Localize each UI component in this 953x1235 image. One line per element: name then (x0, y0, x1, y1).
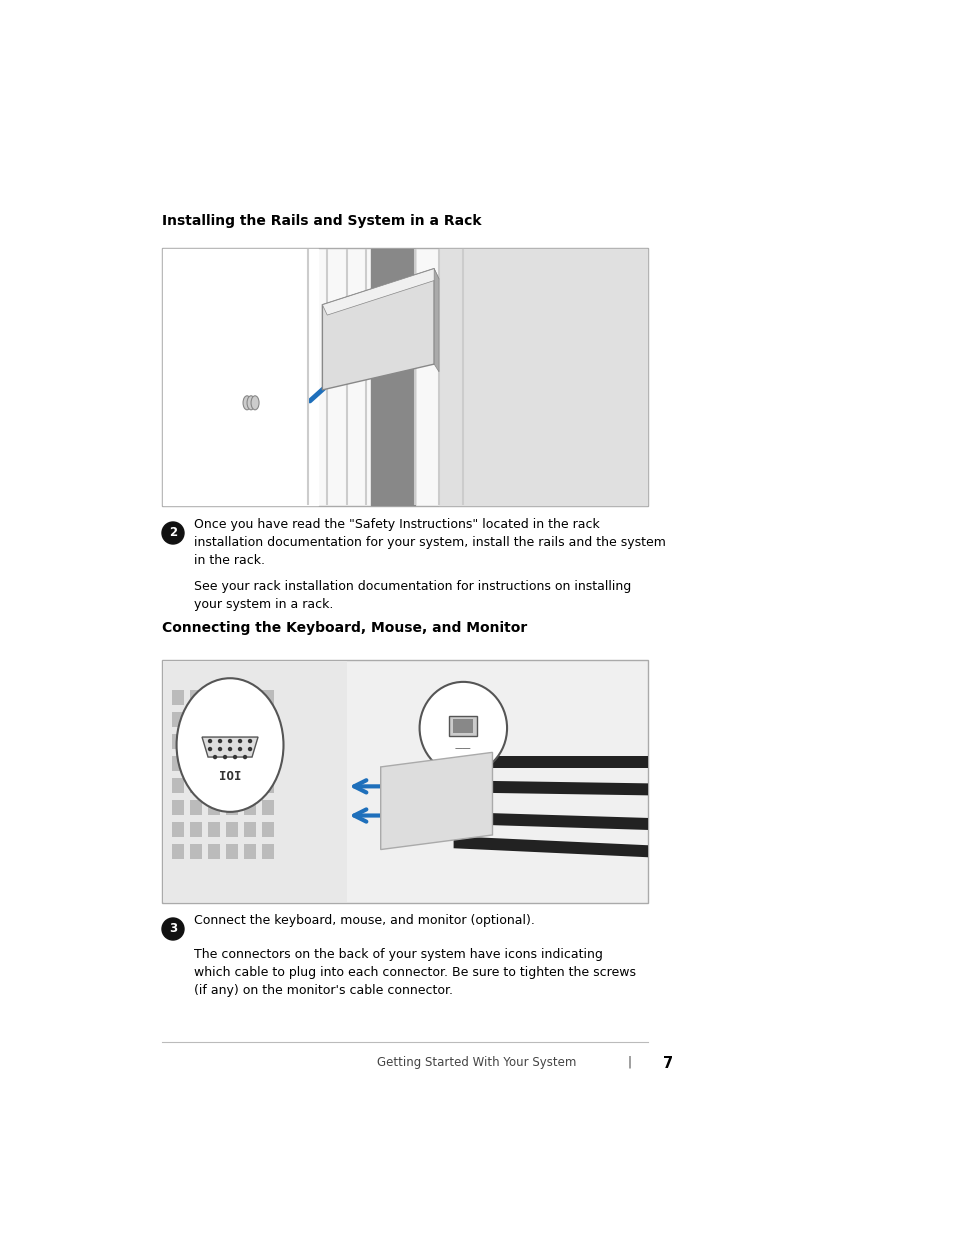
Bar (172, 734, 184, 748)
Bar (244, 756, 255, 771)
Polygon shape (453, 756, 647, 768)
Text: ——: —— (455, 743, 471, 753)
Bar (226, 823, 237, 837)
Bar (208, 756, 220, 771)
Bar (190, 778, 202, 793)
Polygon shape (380, 752, 492, 850)
Bar (262, 690, 274, 705)
Bar (244, 778, 255, 793)
Bar (226, 778, 237, 793)
Text: Installing the Rails and System in a Rack: Installing the Rails and System in a Rac… (162, 214, 481, 228)
Bar (208, 713, 220, 727)
Bar (244, 800, 255, 815)
Bar (190, 823, 202, 837)
Bar (262, 734, 274, 748)
Circle shape (238, 740, 241, 742)
Text: Connect the keyboard, mouse, and monitor (optional).: Connect the keyboard, mouse, and monitor… (193, 914, 535, 927)
Circle shape (249, 740, 252, 742)
Bar (208, 778, 220, 793)
Bar (190, 844, 202, 860)
Circle shape (229, 747, 232, 751)
Bar (244, 690, 255, 705)
Ellipse shape (419, 682, 507, 774)
Bar (190, 690, 202, 705)
Bar (244, 844, 255, 860)
Circle shape (229, 740, 232, 742)
Bar (162, 659, 647, 903)
Circle shape (249, 747, 252, 751)
Bar (262, 823, 274, 837)
Bar (262, 844, 274, 860)
Circle shape (209, 747, 212, 751)
Circle shape (233, 756, 236, 758)
Bar (244, 823, 255, 837)
Polygon shape (453, 811, 647, 830)
Text: 7: 7 (662, 1056, 672, 1071)
Bar (262, 778, 274, 793)
Bar (226, 844, 237, 860)
Bar (208, 734, 220, 748)
Bar (190, 800, 202, 815)
Bar (190, 756, 202, 771)
Bar (244, 713, 255, 727)
Bar (244, 734, 255, 748)
Bar (453, 719, 473, 734)
Circle shape (209, 740, 212, 742)
Bar (208, 823, 220, 837)
Circle shape (213, 756, 216, 758)
Polygon shape (322, 269, 434, 390)
Text: Getting Started With Your System: Getting Started With Your System (377, 1056, 576, 1070)
Bar (172, 756, 184, 771)
Circle shape (223, 756, 226, 758)
Text: |: | (627, 1056, 631, 1070)
Bar (172, 713, 184, 727)
Bar (208, 690, 220, 705)
Bar (190, 734, 202, 748)
Text: 3: 3 (169, 923, 177, 935)
Text: IOI: IOI (218, 771, 241, 783)
Bar (162, 248, 647, 506)
Text: Connecting the Keyboard, Mouse, and Monitor: Connecting the Keyboard, Mouse, and Moni… (162, 621, 527, 635)
Text: See your rack installation documentation for instructions on installing
your sys: See your rack installation documentation… (193, 580, 631, 611)
Bar (226, 734, 237, 748)
Bar (208, 844, 220, 860)
Circle shape (218, 740, 221, 742)
Bar (449, 716, 476, 736)
Text: Once you have read the "Safety Instructions" located in the rack
installation do: Once you have read the "Safety Instructi… (193, 517, 665, 567)
Ellipse shape (251, 395, 259, 410)
Polygon shape (322, 269, 438, 315)
Circle shape (162, 522, 184, 543)
Bar (262, 800, 274, 815)
Text: 2: 2 (169, 526, 177, 540)
Bar (172, 844, 184, 860)
Ellipse shape (176, 678, 283, 811)
Bar (172, 823, 184, 837)
Polygon shape (163, 661, 346, 902)
Circle shape (243, 756, 246, 758)
Bar (226, 800, 237, 815)
Polygon shape (453, 836, 647, 857)
Bar (226, 690, 237, 705)
Bar (190, 713, 202, 727)
Circle shape (218, 747, 221, 751)
Polygon shape (434, 269, 438, 372)
Bar (172, 690, 184, 705)
Ellipse shape (247, 395, 254, 410)
Bar (208, 800, 220, 815)
Bar (226, 756, 237, 771)
Circle shape (162, 918, 184, 940)
Bar (262, 756, 274, 771)
Bar (172, 800, 184, 815)
Bar (172, 778, 184, 793)
Bar (262, 713, 274, 727)
Ellipse shape (243, 395, 251, 410)
Polygon shape (453, 781, 647, 795)
Bar (226, 713, 237, 727)
Polygon shape (202, 737, 257, 757)
Text: The connectors on the back of your system have icons indicating
which cable to p: The connectors on the back of your syste… (193, 948, 636, 997)
Circle shape (238, 747, 241, 751)
